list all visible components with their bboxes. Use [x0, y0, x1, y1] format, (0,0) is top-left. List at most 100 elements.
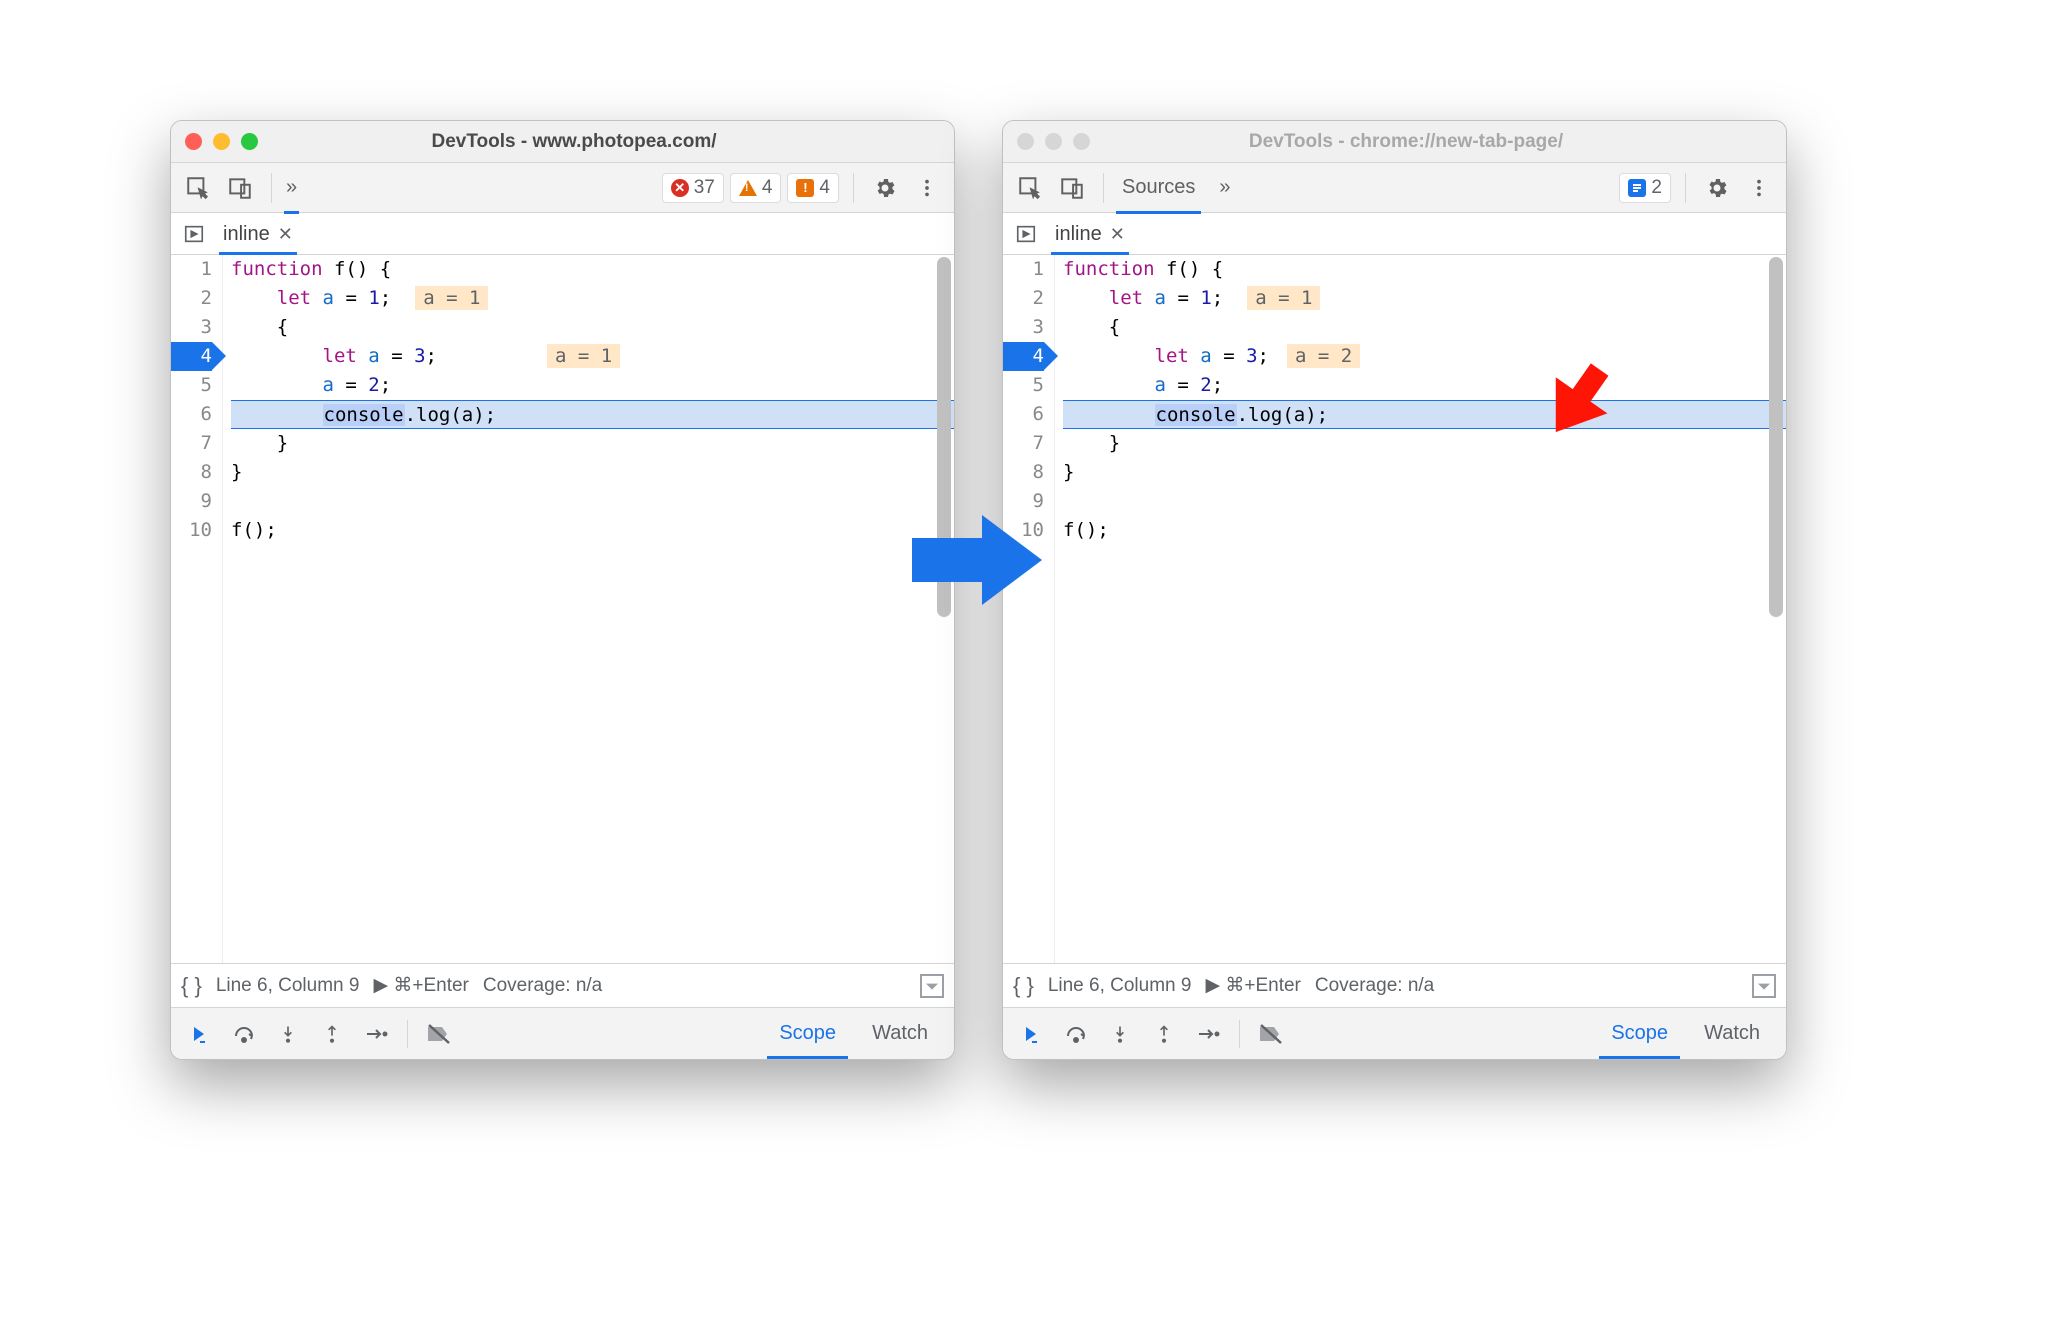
code-line[interactable]: let a = 1;a = 1	[1063, 284, 1786, 313]
code-line[interactable]: console.log(a);	[1063, 400, 1786, 429]
cursor-position: Line 6, Column 9	[216, 975, 360, 997]
device-toggle-icon[interactable]	[223, 171, 257, 205]
debugger-toolbar: Scope Watch	[1003, 1007, 1786, 1059]
close-button[interactable]	[1017, 133, 1034, 150]
file-tab-inline[interactable]: inline ✕	[1051, 214, 1129, 253]
run-snippet[interactable]: ▶ ⌘+Enter	[373, 974, 468, 997]
traffic-lights	[1017, 133, 1090, 150]
scope-tab[interactable]: Scope	[761, 1008, 854, 1059]
line-number[interactable]: 5	[171, 371, 212, 400]
scrollbar[interactable]	[1768, 257, 1784, 961]
code-line[interactable]: }	[231, 458, 954, 487]
code-line[interactable]: function f() {	[231, 255, 954, 284]
badge-error[interactable]: ✕37	[662, 173, 724, 203]
code-line[interactable]: f();	[1063, 516, 1786, 545]
code-line[interactable]: let a = 1;a = 1	[231, 284, 954, 313]
line-number[interactable]: 8	[1003, 458, 1044, 487]
code-line[interactable]: console.log(a);	[231, 400, 954, 429]
panel-overflow[interactable]: »	[1207, 163, 1234, 212]
code-line[interactable]: let a = 3;a = 2	[1063, 342, 1786, 371]
inspect-icon[interactable]	[181, 171, 215, 205]
zoom-button[interactable]	[1073, 133, 1090, 150]
more-icon[interactable]	[910, 171, 944, 205]
pretty-print-icon[interactable]: { }	[1013, 973, 1034, 999]
line-number[interactable]: 6	[171, 400, 212, 429]
code-line[interactable]: {	[231, 313, 954, 342]
badge-warning[interactable]: 4	[730, 173, 782, 203]
more-icon[interactable]	[1742, 171, 1776, 205]
code-line[interactable]	[231, 487, 954, 516]
code-line[interactable]: }	[1063, 458, 1786, 487]
line-number[interactable]: 2	[171, 284, 212, 313]
code-editor[interactable]: 12345678910 function f() { let a = 1;a =…	[171, 255, 954, 963]
line-number[interactable]: 3	[1003, 313, 1044, 342]
deactivate-breakpoints-icon[interactable]	[1250, 1016, 1292, 1052]
line-number[interactable]: 5	[1003, 371, 1044, 400]
line-number[interactable]: 7	[171, 429, 212, 458]
debugger-toolbar: Scope Watch	[171, 1007, 954, 1059]
step-into-icon[interactable]	[267, 1016, 309, 1052]
line-number[interactable]: 8	[171, 458, 212, 487]
zoom-button[interactable]	[241, 133, 258, 150]
line-number[interactable]: 1	[1003, 255, 1044, 284]
code-editor[interactable]: 12345678910 function f() { let a = 1;a =…	[1003, 255, 1786, 963]
step-into-icon[interactable]	[1099, 1016, 1141, 1052]
code-line[interactable]: f();	[231, 516, 954, 545]
line-number[interactable]: 4	[171, 342, 212, 371]
line-number[interactable]: 3	[171, 313, 212, 342]
console-badges[interactable]: ✕374!4	[662, 173, 839, 203]
close-tab-icon[interactable]: ✕	[278, 224, 293, 245]
step-over-icon[interactable]	[223, 1016, 265, 1052]
line-number[interactable]: 9	[171, 487, 212, 516]
console-badges[interactable]: 2	[1619, 173, 1671, 203]
pretty-print-icon[interactable]: { }	[181, 973, 202, 999]
scope-tab[interactable]: Scope	[1593, 1008, 1686, 1059]
deactivate-breakpoints-icon[interactable]	[418, 1016, 460, 1052]
settings-icon[interactable]	[1700, 171, 1734, 205]
close-button[interactable]	[185, 133, 202, 150]
sources-tab[interactable]: Sources	[1118, 163, 1199, 212]
step-out-icon[interactable]	[311, 1016, 353, 1052]
line-number[interactable]: 6	[1003, 400, 1044, 429]
resume-icon[interactable]	[1011, 1016, 1053, 1052]
line-number[interactable]: 10	[171, 516, 212, 545]
panel-overflow[interactable]: »	[286, 163, 297, 212]
code-line[interactable]: a = 2;	[231, 371, 954, 400]
minimize-button[interactable]	[1045, 133, 1062, 150]
toggle-navigator-icon[interactable]	[179, 217, 209, 251]
devtools-window-left: DevTools - www.photopea.com/ » ✕374!4 in…	[170, 120, 955, 1060]
resume-icon[interactable]	[179, 1016, 221, 1052]
minimize-button[interactable]	[213, 133, 230, 150]
step-icon[interactable]	[1187, 1016, 1229, 1052]
code-line[interactable]: }	[231, 429, 954, 458]
device-toggle-icon[interactable]	[1055, 171, 1089, 205]
inspect-icon[interactable]	[1013, 171, 1047, 205]
code-line[interactable]: }	[1063, 429, 1786, 458]
close-tab-icon[interactable]: ✕	[1110, 224, 1125, 245]
collapse-drawer-icon[interactable]	[1752, 974, 1776, 998]
step-out-icon[interactable]	[1143, 1016, 1185, 1052]
inline-value: a = 1	[415, 286, 488, 310]
code-line[interactable]	[1063, 487, 1786, 516]
run-snippet[interactable]: ▶ ⌘+Enter	[1205, 974, 1300, 997]
code-line[interactable]: let a = 3;a = 1	[231, 342, 954, 371]
settings-icon[interactable]	[868, 171, 902, 205]
step-over-icon[interactable]	[1055, 1016, 1097, 1052]
line-number[interactable]: 4	[1003, 342, 1044, 371]
collapse-drawer-icon[interactable]	[920, 974, 944, 998]
badge-info_blue[interactable]: 2	[1619, 173, 1671, 203]
badge-info_orange[interactable]: !4	[787, 173, 839, 203]
code-line[interactable]: a = 2;	[1063, 371, 1786, 400]
file-tab-label: inline	[1055, 223, 1102, 246]
line-number[interactable]: 1	[171, 255, 212, 284]
line-number[interactable]: 2	[1003, 284, 1044, 313]
step-icon[interactable]	[355, 1016, 397, 1052]
code-line[interactable]: {	[1063, 313, 1786, 342]
toggle-navigator-icon[interactable]	[1011, 217, 1041, 251]
watch-tab[interactable]: Watch	[854, 1008, 946, 1059]
file-tab-inline[interactable]: inline ✕	[219, 214, 297, 253]
watch-tab[interactable]: Watch	[1686, 1008, 1778, 1059]
line-number[interactable]: 7	[1003, 429, 1044, 458]
inline-value: a = 1	[1247, 286, 1320, 310]
code-line[interactable]: function f() {	[1063, 255, 1786, 284]
